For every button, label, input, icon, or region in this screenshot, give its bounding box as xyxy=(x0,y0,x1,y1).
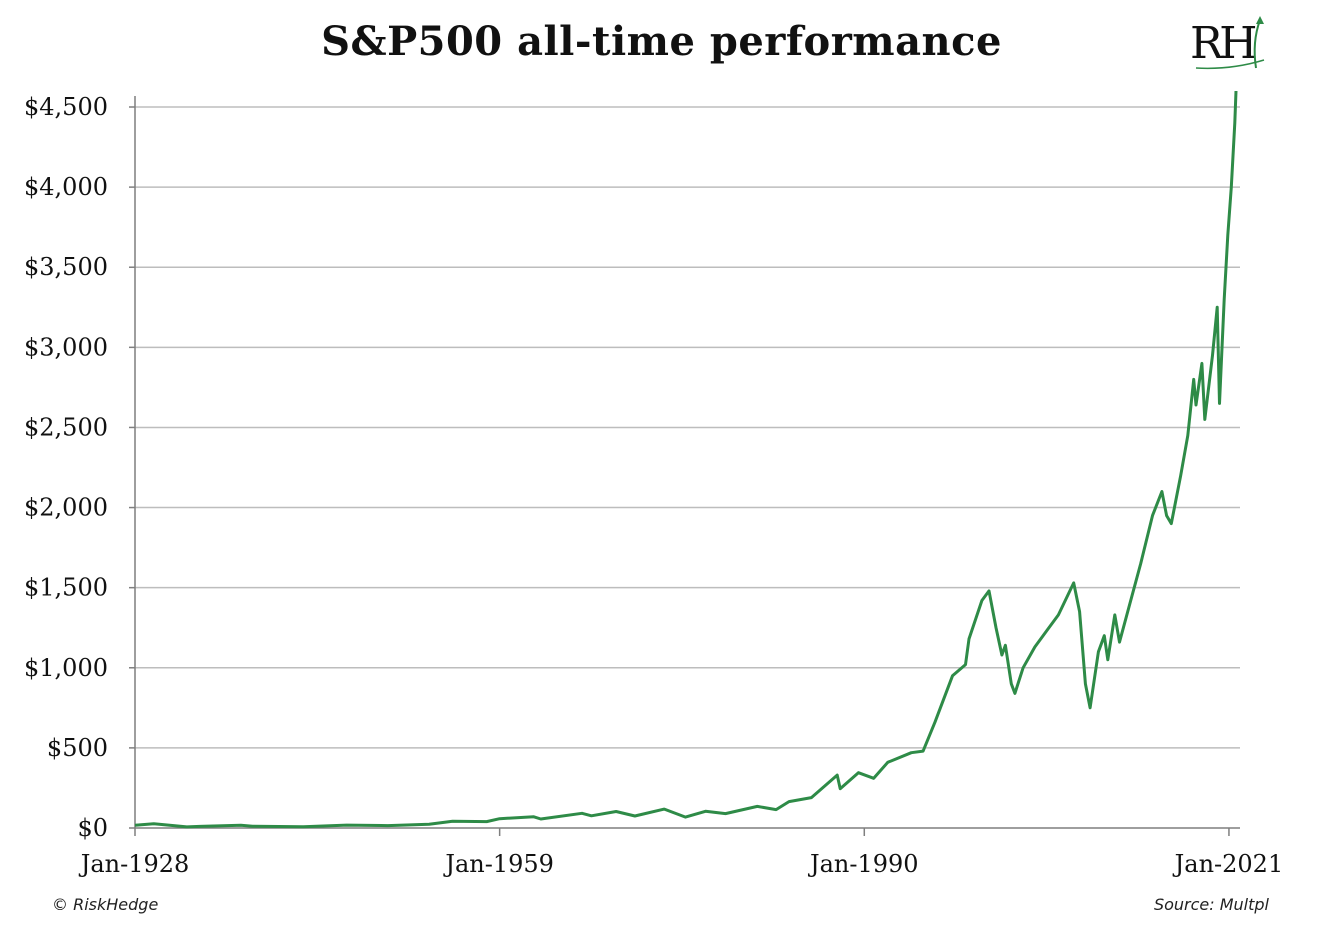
x-tick-label: Jan-1928 xyxy=(78,850,190,878)
x-tick-labels: Jan-1928 Jan-1959 Jan-1990 Jan-2021 xyxy=(78,850,1284,878)
series-layer xyxy=(134,90,1238,829)
riskhedge-logo: RH xyxy=(1186,12,1276,72)
chart-title: S&P500 all-time performance xyxy=(321,18,1002,65)
y-tick-labels: $0 $500 $1,000 $1,500 $2,000 $2,500 $3,000 $3,5… xyxy=(24,93,108,842)
x-tick-label: Jan-2021 xyxy=(1172,850,1284,878)
logo-letters: RH xyxy=(1190,18,1257,69)
y-tick-label: $2,000 xyxy=(24,494,108,522)
series-line xyxy=(134,90,1238,829)
y-tick-label: $2,500 xyxy=(24,413,108,441)
y-tick-label: $1,000 xyxy=(24,654,108,682)
x-tick-label: Jan-1959 xyxy=(442,850,554,878)
y-tick-label: $3,500 xyxy=(24,253,108,281)
y-tick-label: $4,500 xyxy=(24,93,108,121)
logo-arrow-icon xyxy=(1195,16,1265,70)
copyright-credit: © RiskHedge xyxy=(52,895,159,914)
axes xyxy=(129,96,1240,836)
y-tick-label: $500 xyxy=(47,734,108,762)
source-credit: Source: Multpl xyxy=(1153,895,1269,914)
gridlines xyxy=(135,106,1240,749)
y-tick-label: $4,000 xyxy=(24,173,108,201)
y-tick-label: $1,500 xyxy=(24,574,108,602)
x-tick-label: Jan-1990 xyxy=(807,850,919,878)
y-tick-label: $0 xyxy=(77,814,108,842)
y-tick-label: $3,000 xyxy=(24,333,108,361)
